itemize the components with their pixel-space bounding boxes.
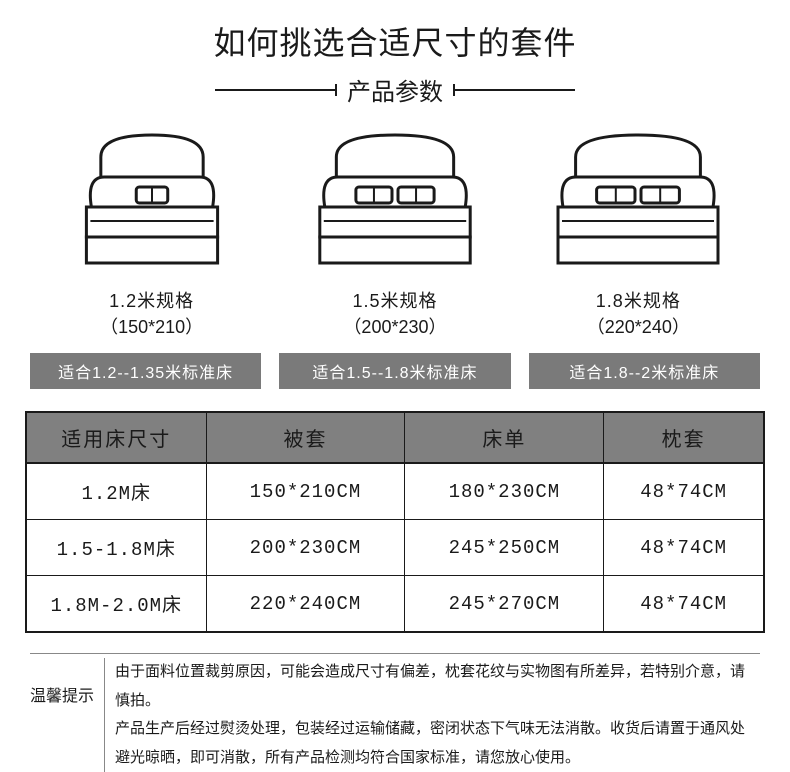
bed-spec-label: 1.8米规格: [596, 287, 681, 313]
table-cell: 200*230CM: [206, 520, 405, 576]
table-header: 被套: [206, 412, 405, 463]
table-cell: 48*74CM: [604, 463, 764, 520]
subtitle-line-right: [455, 89, 575, 91]
bed-icon: [305, 129, 485, 279]
bed-column: 1.5米规格（200*230）: [280, 129, 510, 339]
table-cell: 220*240CM: [206, 576, 405, 633]
bed-column: 1.2米规格（150*210）: [37, 129, 267, 339]
bed-fit-label: 适合1.2--1.35米标准床: [30, 353, 261, 389]
table-cell: 1.8M-2.0M床: [26, 576, 206, 633]
bed-icon: [62, 129, 242, 279]
bed-spec-label: 1.2米规格: [109, 287, 194, 313]
table-row: 1.5-1.8M床200*230CM245*250CM48*74CM: [26, 520, 764, 576]
bed-fit-label: 适合1.5--1.8米标准床: [279, 353, 510, 389]
notice-text: 由于面料位置裁剪原因，可能会造成尺寸有偏差，枕套花纹与实物图有所差异，若特别介意…: [104, 658, 760, 772]
notice-label: 温馨提示: [30, 658, 94, 772]
title-block: 如何挑选合适尺寸的套件 产品参数: [0, 0, 790, 107]
bed-column: 1.8米规格（220*240）: [523, 129, 753, 339]
bed-dim-label: （150*210）: [100, 313, 203, 339]
subtitle-line-left: [215, 89, 335, 91]
table-cell: 150*210CM: [206, 463, 405, 520]
table-cell: 180*230CM: [405, 463, 604, 520]
table-row: 1.8M-2.0M床220*240CM245*270CM48*74CM: [26, 576, 764, 633]
table-header: 枕套: [604, 412, 764, 463]
page-container: 如何挑选合适尺寸的套件 产品参数 1.2米规格（150*210）: [0, 0, 790, 772]
table-cell: 48*74CM: [604, 576, 764, 633]
notice-line: 由于面料位置裁剪原因，可能会造成尺寸有偏差，枕套花纹与实物图有所差异，若特别介意…: [115, 658, 760, 715]
bed-spec-label: 1.5米规格: [352, 287, 437, 313]
table-cell: 1.2M床: [26, 463, 206, 520]
subtitle: 产品参数: [347, 72, 443, 107]
table-cell: 48*74CM: [604, 520, 764, 576]
bed-fit-row: 适合1.2--1.35米标准床适合1.5--1.8米标准床适合1.8--2米标准…: [0, 353, 790, 389]
table-row: 1.2M床150*210CM180*230CM48*74CM: [26, 463, 764, 520]
bed-icon: [548, 129, 728, 279]
table-header: 床单: [405, 412, 604, 463]
bed-dim-label: （200*230）: [343, 313, 446, 339]
subtitle-row: 产品参数: [0, 72, 790, 107]
main-title: 如何挑选合适尺寸的套件: [0, 18, 790, 64]
bed-dim-label: （220*240）: [587, 313, 690, 339]
notice-line: 产品生产后经过熨烫处理，包装经过运输储藏，密闭状态下气味无法消散。收货后请置于通…: [115, 715, 760, 772]
table-cell: 1.5-1.8M床: [26, 520, 206, 576]
table-cell: 245*270CM: [405, 576, 604, 633]
spec-table: 适用床尺寸被套床单枕套1.2M床150*210CM180*230CM48*74C…: [25, 411, 765, 633]
table-header: 适用床尺寸: [26, 412, 206, 463]
bed-fit-label: 适合1.8--2米标准床: [529, 353, 760, 389]
notice-block: 温馨提示 由于面料位置裁剪原因，可能会造成尺寸有偏差，枕套花纹与实物图有所差异，…: [30, 653, 760, 772]
beds-row: 1.2米规格（150*210） 1.5米规格（200*230）: [0, 129, 790, 339]
table-cell: 245*250CM: [405, 520, 604, 576]
